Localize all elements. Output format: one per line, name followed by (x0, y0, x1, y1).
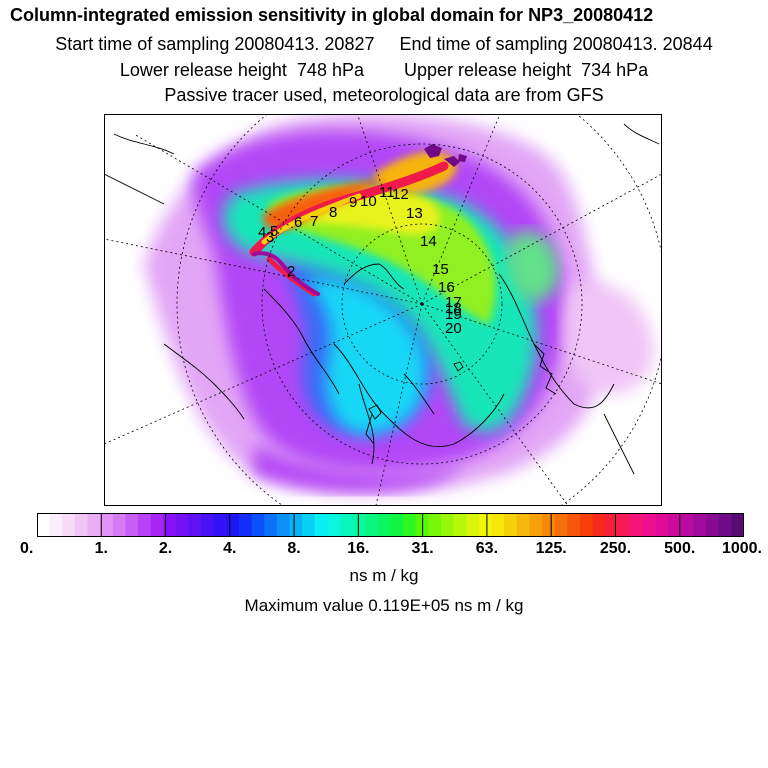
colorbar-swatch (188, 513, 202, 537)
colorbar-swatch (516, 513, 530, 537)
colorbar-swatch (542, 513, 556, 537)
colorbar-swatch (264, 513, 278, 537)
colorbar-swatch (731, 513, 744, 537)
colorbar-tick-label: 2. (158, 540, 173, 557)
colorbar-swatch (289, 513, 303, 537)
colorbar-swatch (390, 513, 404, 537)
colorbar-tick-label: 125. (535, 540, 567, 557)
colorbar-swatch (302, 513, 316, 537)
trajectory-label: 10 (360, 193, 377, 210)
colorbar-swatch (74, 513, 89, 537)
colorbar-swatch (428, 513, 442, 537)
colorbar-swatch (655, 513, 669, 537)
colorbar-swatch (125, 513, 139, 537)
colorbar-swatch (605, 513, 619, 537)
colorbar-tick-label: 1. (94, 540, 108, 557)
colorbar-swatch (668, 513, 682, 537)
colorbar-swatch (529, 513, 543, 537)
colorbar-swatch (327, 513, 341, 537)
colorbar-swatch (680, 513, 695, 537)
emission-sensitivity-map: 2 3 4 5 6 7 8 9 10 11 12 13 14 15 16 17 … (104, 114, 662, 506)
colorbar-swatch (617, 513, 631, 537)
colorbar-swatch (226, 513, 240, 537)
colorbar-swatch (251, 513, 265, 537)
trajectory-label: 6 (294, 214, 302, 231)
trajectory-label: 15 (432, 261, 449, 278)
trajectory-label: 7 (310, 213, 318, 230)
colorbar (37, 513, 744, 537)
tracer-info-line: Passive tracer used, meteorological data… (164, 85, 604, 105)
trajectory-label: 11 (379, 184, 395, 201)
colorbar-tick-label: 31. (411, 540, 434, 557)
colorbar-tick-label: 1000. (721, 540, 762, 557)
colorbar-swatch (175, 513, 190, 537)
trajectory-label: 17 (445, 294, 462, 311)
colorbar-swatch (49, 513, 63, 537)
colorbar-tick-label: 0. (20, 540, 34, 557)
trajectory-label: 9 (349, 194, 357, 211)
colorbar-swatch (62, 513, 76, 537)
trajectory-label: 2 (287, 263, 295, 280)
trajectory-label: 8 (329, 204, 337, 221)
trajectory-label: 20 (445, 320, 462, 337)
colorbar-tick-label: 8. (287, 540, 301, 557)
colorbar-tick-label: 500. (664, 540, 696, 557)
trajectory-labels: 2 3 4 5 6 7 8 9 10 11 12 13 14 15 16 17 … (258, 184, 462, 337)
colorbar-swatch (112, 513, 126, 537)
colorbar-swatch (693, 513, 707, 537)
colorbar-swatch (441, 513, 455, 537)
colorbar-swatch (352, 513, 366, 537)
colorbar-swatch (718, 513, 732, 537)
colorbar-swatch (314, 513, 328, 537)
sampling-time-line: Start time of sampling 20080413. 20827 E… (55, 34, 713, 54)
colorbar-swatch (643, 513, 657, 537)
colorbar-tick-label: 4. (223, 540, 237, 557)
colorbar-swatch (706, 513, 720, 537)
colorbar-swatch (453, 513, 467, 537)
trajectory-label: 13 (406, 205, 423, 222)
colorbar-swatch (340, 513, 354, 537)
colorbar-swatch (403, 513, 417, 537)
trajectory-label: 4 (258, 224, 266, 241)
colorbar-swatch (163, 513, 177, 537)
colorbar-tick-label: 250. (599, 540, 632, 557)
graticule (104, 114, 662, 506)
colorbar-tick-label: 16. (347, 540, 370, 557)
colorbar-swatch (504, 513, 518, 537)
colorbar-swatch (150, 513, 164, 537)
maximum-value: Maximum value 0.119E+05 ns m / kg (244, 596, 524, 615)
trajectory-label: 19 (445, 306, 462, 323)
colorbar-swatch (592, 513, 606, 537)
figure-title: Column-integrated emission sensitivity i… (10, 5, 654, 25)
colorbar-swatch (466, 513, 480, 537)
coastlines (104, 123, 660, 475)
colorbar-swatch (554, 513, 568, 537)
colorbar-swatch (138, 513, 152, 537)
colorbar-swatch (239, 513, 253, 537)
colorbar-unit: ns m / kg (349, 566, 419, 585)
colorbar-swatch (579, 513, 594, 537)
colorbar-swatch (630, 513, 644, 537)
trajectory-label: 14 (420, 233, 437, 250)
colorbar-swatch (567, 513, 581, 537)
trajectory-label: 18 (445, 300, 462, 317)
colorbar-swatch (100, 513, 114, 537)
colorbar-swatch (201, 513, 215, 537)
colorbar-swatch (213, 513, 227, 537)
colorbar-swatch (87, 513, 101, 537)
colorbar-swatch (37, 513, 51, 537)
trajectory-label: 3 (266, 229, 274, 246)
trajectory-label: 12 (392, 186, 409, 203)
trajectory-label: 5 (270, 223, 278, 240)
colorbar-swatch (377, 513, 392, 537)
release-height-line: Lower release height 748 hPa Upper relea… (119, 60, 649, 80)
colorbar-swatch (478, 513, 493, 537)
colorbar-swatch (365, 513, 379, 537)
sensitivity-field (144, 114, 654, 495)
colorbar-swatch (491, 513, 505, 537)
trajectory-label: 16 (438, 279, 455, 296)
colorbar-swatch (276, 513, 291, 537)
colorbar-tick-label: 63. (475, 540, 499, 557)
